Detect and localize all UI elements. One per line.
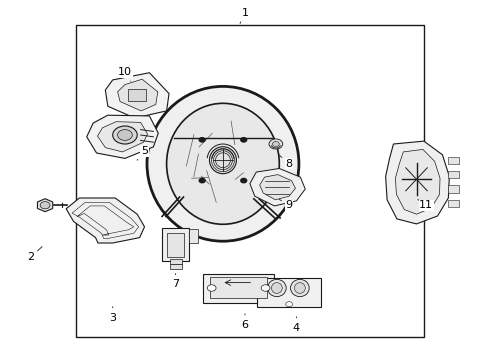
Polygon shape [87,115,158,158]
Circle shape [207,285,216,291]
Text: 2: 2 [27,247,42,262]
Ellipse shape [210,147,237,174]
Text: 4: 4 [293,317,300,333]
Circle shape [272,141,279,147]
Bar [210,277,267,298]
Bar [448,185,459,193]
Text: 11: 11 [418,199,433,210]
Bar [448,157,459,164]
Polygon shape [250,168,305,206]
Circle shape [40,202,50,209]
Bar [167,233,184,257]
Polygon shape [118,79,158,111]
Polygon shape [105,73,169,118]
Circle shape [199,138,205,142]
Circle shape [199,179,205,183]
Polygon shape [98,122,147,152]
Polygon shape [37,199,53,212]
Text: 10: 10 [118,67,132,81]
Bar [170,264,182,269]
Ellipse shape [147,86,299,241]
Bar [128,89,146,101]
Circle shape [118,130,132,140]
Circle shape [269,139,283,149]
Circle shape [261,285,270,291]
Bar [257,278,321,307]
Text: 5: 5 [137,146,148,160]
Ellipse shape [167,103,279,224]
Bar [189,229,198,243]
Bar [448,200,459,207]
Polygon shape [66,198,145,243]
Polygon shape [260,175,295,200]
Bar [76,25,424,337]
Text: 7: 7 [172,274,179,289]
Text: 9: 9 [279,199,293,210]
Ellipse shape [271,283,282,293]
Polygon shape [395,149,440,214]
Text: 8: 8 [279,155,293,169]
Ellipse shape [294,283,305,293]
Text: 6: 6 [242,314,248,330]
Circle shape [241,179,246,183]
Polygon shape [386,141,449,224]
Bar [203,274,274,303]
Bar [170,259,182,264]
Text: 3: 3 [109,307,116,323]
Bar [162,228,189,261]
Circle shape [113,126,137,144]
Bar [448,171,459,178]
Text: 1: 1 [240,8,248,23]
Circle shape [241,138,246,142]
Circle shape [286,302,293,307]
Ellipse shape [291,279,309,297]
Ellipse shape [268,279,286,297]
